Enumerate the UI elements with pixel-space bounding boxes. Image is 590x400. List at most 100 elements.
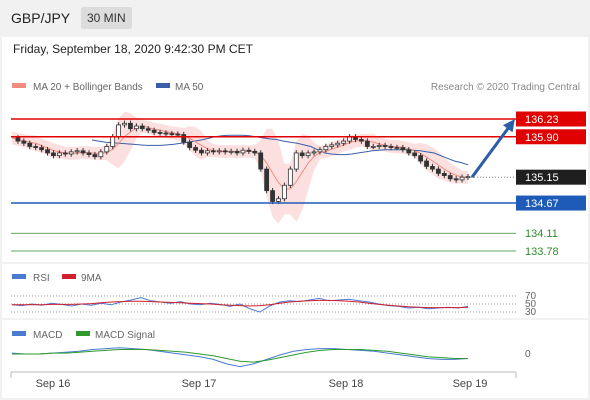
candle-body <box>359 139 364 142</box>
projection-arrow <box>470 119 515 179</box>
candle-body <box>122 122 127 126</box>
candle-body <box>370 146 376 148</box>
price-levels: 136.23 135.90 134.67 134.11 133.78 <box>11 111 586 258</box>
bollinger-band <box>12 111 468 224</box>
copyright-text: Research © 2020 Trading Central <box>431 82 580 93</box>
candle-body <box>258 152 264 170</box>
candle-body <box>222 150 228 153</box>
candle-body <box>400 147 406 151</box>
candle-body <box>240 149 246 154</box>
candle-body <box>68 151 74 155</box>
candle-body <box>459 176 465 181</box>
chart-datetime: Friday, September 18, 2020 9:42:30 PM CE… <box>13 42 253 56</box>
candle-body <box>163 132 169 135</box>
candle-body <box>181 134 187 143</box>
legend-macd-signal-swatch <box>76 331 90 336</box>
candle-body <box>33 146 39 148</box>
candle-body <box>110 136 116 147</box>
candle-body <box>80 150 86 154</box>
top-bar: GBP/JPY 30 MIN <box>0 0 590 36</box>
candle-body <box>406 149 412 154</box>
x-tick-sep19: Sep 19 <box>453 378 488 390</box>
legend-ma50-label: MA 50 <box>175 82 204 93</box>
candle-body <box>341 140 347 144</box>
candle-body <box>388 146 394 148</box>
candle-body <box>133 125 139 130</box>
rsi-tick-50: 50 <box>525 299 537 310</box>
candle-body <box>276 198 281 202</box>
candle-body <box>252 150 258 154</box>
level-badge <box>516 111 586 127</box>
rsi-tick-70: 70 <box>525 291 537 302</box>
candle-body <box>364 140 370 147</box>
candle-body <box>151 129 157 133</box>
macd-panel: MACD MACD Signal 0 <box>2 318 588 368</box>
macd-tick-0: 0 <box>525 349 531 360</box>
candle-body <box>39 147 45 151</box>
macd-line <box>11 347 469 368</box>
candle-body <box>447 175 453 180</box>
timeframe-button[interactable]: 30 MIN <box>81 7 132 29</box>
candle-body <box>441 173 447 176</box>
candle-body <box>453 178 459 181</box>
candle-body <box>305 152 311 157</box>
candle-body <box>412 152 418 157</box>
current-price-badge <box>516 169 586 185</box>
candle-body <box>394 147 400 149</box>
x-tick-sep18: Sep 18 <box>329 378 364 390</box>
candle-body <box>27 142 33 147</box>
price-panel: MA 20 + Bollinger Bands MA 50 Research ©… <box>11 82 586 258</box>
legend-9ma-label: 9MA <box>81 273 102 284</box>
candle-body <box>116 124 121 138</box>
candle-body <box>51 152 56 157</box>
candle-body <box>282 184 287 200</box>
candle-body <box>45 149 50 154</box>
candle-body <box>128 122 133 130</box>
candle-body <box>335 142 341 146</box>
candle-body <box>193 147 198 151</box>
candle-body <box>270 190 275 202</box>
candle-body <box>287 168 293 186</box>
level-label: 135.90 <box>525 132 559 144</box>
candle-body <box>311 151 317 154</box>
legend-rsi-label: RSI <box>33 273 50 284</box>
price-candles <box>15 120 471 205</box>
level-label: 136.23 <box>525 114 559 126</box>
candle-body <box>216 150 222 153</box>
candle-body <box>424 160 429 167</box>
candle-body <box>56 152 62 157</box>
level-label: 134.67 <box>525 198 559 210</box>
level-badge <box>516 129 586 145</box>
candle-body <box>104 146 110 153</box>
candle-body <box>246 149 252 152</box>
candle-body <box>139 125 145 130</box>
candle-body <box>430 166 435 170</box>
candle-body <box>317 149 323 153</box>
current-price-label: 135.15 <box>525 172 559 184</box>
candle-body <box>86 152 92 155</box>
candle-body <box>145 128 151 131</box>
candle-body <box>169 133 175 135</box>
candle-body <box>329 144 335 147</box>
candle-body <box>98 151 104 158</box>
x-axis: Sep 16 Sep 17 Sep 18 Sep 19 <box>10 371 517 390</box>
candle-body <box>293 152 299 170</box>
legend-macd-label: MACD <box>33 330 62 341</box>
candle-body <box>92 154 98 158</box>
rsi-panel: RSI 9MA 70 50 30 <box>2 262 588 318</box>
candle-body <box>15 137 21 142</box>
candle-body <box>199 149 204 154</box>
candle-body <box>376 144 382 147</box>
x-tick-sep17: Sep 17 <box>182 378 217 390</box>
candle-body <box>210 150 216 153</box>
x-tick-sep16: Sep 16 <box>36 378 71 390</box>
candle-body <box>264 168 270 192</box>
rsi-tick-30: 30 <box>525 307 537 318</box>
candle-body <box>157 132 163 134</box>
legend-9ma-swatch <box>62 274 76 279</box>
level-badge <box>516 195 586 211</box>
legend-macd-signal-label: MACD Signal <box>95 330 155 341</box>
candle-body <box>74 150 80 153</box>
candle-body <box>382 144 388 147</box>
candle-body <box>21 140 27 144</box>
